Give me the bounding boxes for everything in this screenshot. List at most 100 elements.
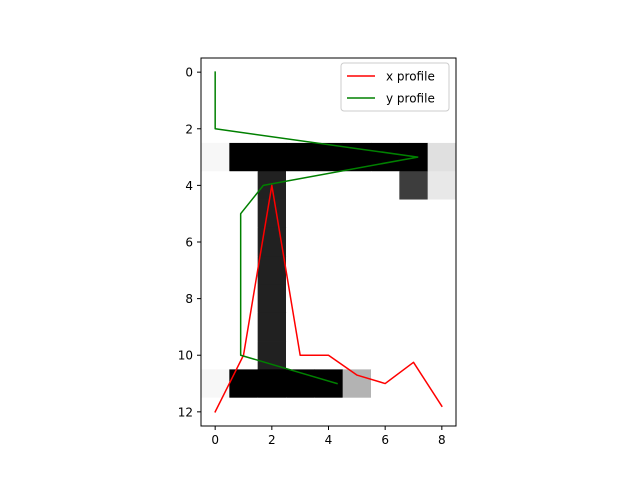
heatmap-cell xyxy=(371,284,400,314)
x-tick-label: 8 xyxy=(438,433,446,447)
heatmap-cell xyxy=(229,397,259,427)
heatmap-cell xyxy=(257,369,287,399)
heatmap-cell xyxy=(342,397,372,427)
y-tick-label: 0 xyxy=(185,66,193,80)
heatmap-cell xyxy=(286,312,315,342)
heatmap-cell xyxy=(257,256,287,285)
heatmap-cell xyxy=(286,86,315,116)
heatmap-cell xyxy=(257,397,287,427)
heatmap-cell xyxy=(257,114,287,144)
y-tick-label: 2 xyxy=(185,122,193,136)
x-tick-label: 0 xyxy=(211,433,219,447)
heatmap-cell xyxy=(201,171,230,200)
heatmap-cell xyxy=(229,171,259,200)
heatmap-cell xyxy=(286,227,315,257)
heatmap-cell xyxy=(314,284,344,314)
heatmap-cell xyxy=(229,256,259,285)
y-tick-label: 12 xyxy=(178,405,193,419)
legend-label: y profile xyxy=(386,92,435,106)
heatmap-cell xyxy=(427,171,457,200)
heatmap-cell xyxy=(427,114,457,144)
heatmap-cell xyxy=(314,369,344,399)
heatmap-cell xyxy=(427,341,457,370)
legend-label: x profile xyxy=(386,70,435,84)
heatmap-cell xyxy=(286,199,315,229)
heatmap-cell xyxy=(201,256,230,285)
heatmap-cell xyxy=(257,199,287,229)
heatmap-cell xyxy=(201,142,230,172)
heatmap-cell xyxy=(427,284,457,314)
series-lines xyxy=(214,71,443,413)
series-line-x-profile xyxy=(214,184,443,413)
heatmap-cell xyxy=(314,256,344,285)
heatmap-cell xyxy=(371,171,400,200)
heatmap-cell xyxy=(314,58,344,87)
heatmap-cell xyxy=(314,199,344,229)
heatmap-image xyxy=(201,58,457,427)
heatmap-cell xyxy=(229,227,259,257)
heatmap-cell xyxy=(342,284,372,314)
heatmap-cell xyxy=(371,199,400,229)
x-tick-label: 2 xyxy=(268,433,276,447)
heatmap-cell xyxy=(342,199,372,229)
heatmap-cell xyxy=(399,369,429,399)
heatmap-cell xyxy=(201,284,230,314)
heatmap-cell xyxy=(257,142,287,172)
heatmap-cell xyxy=(399,114,429,144)
heatmap-cell xyxy=(229,312,259,342)
heatmap-cell xyxy=(427,142,457,172)
heatmap-cell xyxy=(286,256,315,285)
series-line-y-profile xyxy=(214,71,419,385)
heatmap-cell xyxy=(286,397,315,427)
heatmap-cell xyxy=(229,86,259,116)
heatmap-cell xyxy=(342,312,372,342)
heatmap-cell xyxy=(229,58,259,87)
heatmap-cell xyxy=(201,369,230,399)
heatmap-cell xyxy=(399,312,429,342)
heatmap-cell xyxy=(399,199,429,229)
heatmap-cell xyxy=(371,312,400,342)
heatmap-cell xyxy=(286,114,315,144)
x-tick-label: 4 xyxy=(325,433,333,447)
legend-box xyxy=(340,62,450,112)
heatmap-cell xyxy=(229,142,259,172)
heatmap-cell xyxy=(201,227,230,257)
heatmap-cell xyxy=(229,114,259,144)
y-tick-label: 8 xyxy=(185,292,193,306)
heatmap-cell xyxy=(286,142,315,172)
heatmap-cell xyxy=(371,397,400,427)
heatmap-cell xyxy=(399,397,429,427)
heatmap-cell xyxy=(229,199,259,229)
heatmap-cell xyxy=(314,227,344,257)
heatmap-cell xyxy=(399,227,429,257)
heatmap-cell xyxy=(257,341,287,370)
heatmap-cell xyxy=(371,256,400,285)
heatmap-cell xyxy=(371,114,400,144)
heatmap-cell xyxy=(399,341,429,370)
heatmap-cell xyxy=(314,312,344,342)
heatmap-cell xyxy=(342,256,372,285)
heatmap-cell xyxy=(314,171,344,200)
heatmap-cell xyxy=(286,369,315,399)
x-tick-label: 6 xyxy=(381,433,389,447)
heatmap-cell xyxy=(427,256,457,285)
heatmap-cell xyxy=(286,58,315,87)
heatmap-cell xyxy=(201,199,230,229)
heatmap-cell xyxy=(399,171,429,200)
heatmap-cell xyxy=(314,114,344,144)
heatmap-cell xyxy=(342,341,372,370)
heatmap-cell xyxy=(342,114,372,144)
heatmap-cell xyxy=(371,227,400,257)
heatmap-cell xyxy=(201,341,230,370)
heatmap-cell xyxy=(229,284,259,314)
heatmap-cell xyxy=(257,284,287,314)
heatmap-cell xyxy=(314,86,344,116)
heatmap-cell xyxy=(257,58,287,87)
heatmap-cell xyxy=(371,341,400,370)
x-axis-ticks: 0 2 4 6 8 xyxy=(211,426,446,447)
heatmap-cell xyxy=(342,171,372,200)
heatmap-cell xyxy=(427,227,457,257)
heatmap-cell xyxy=(201,312,230,342)
heatmap-cell xyxy=(342,227,372,257)
